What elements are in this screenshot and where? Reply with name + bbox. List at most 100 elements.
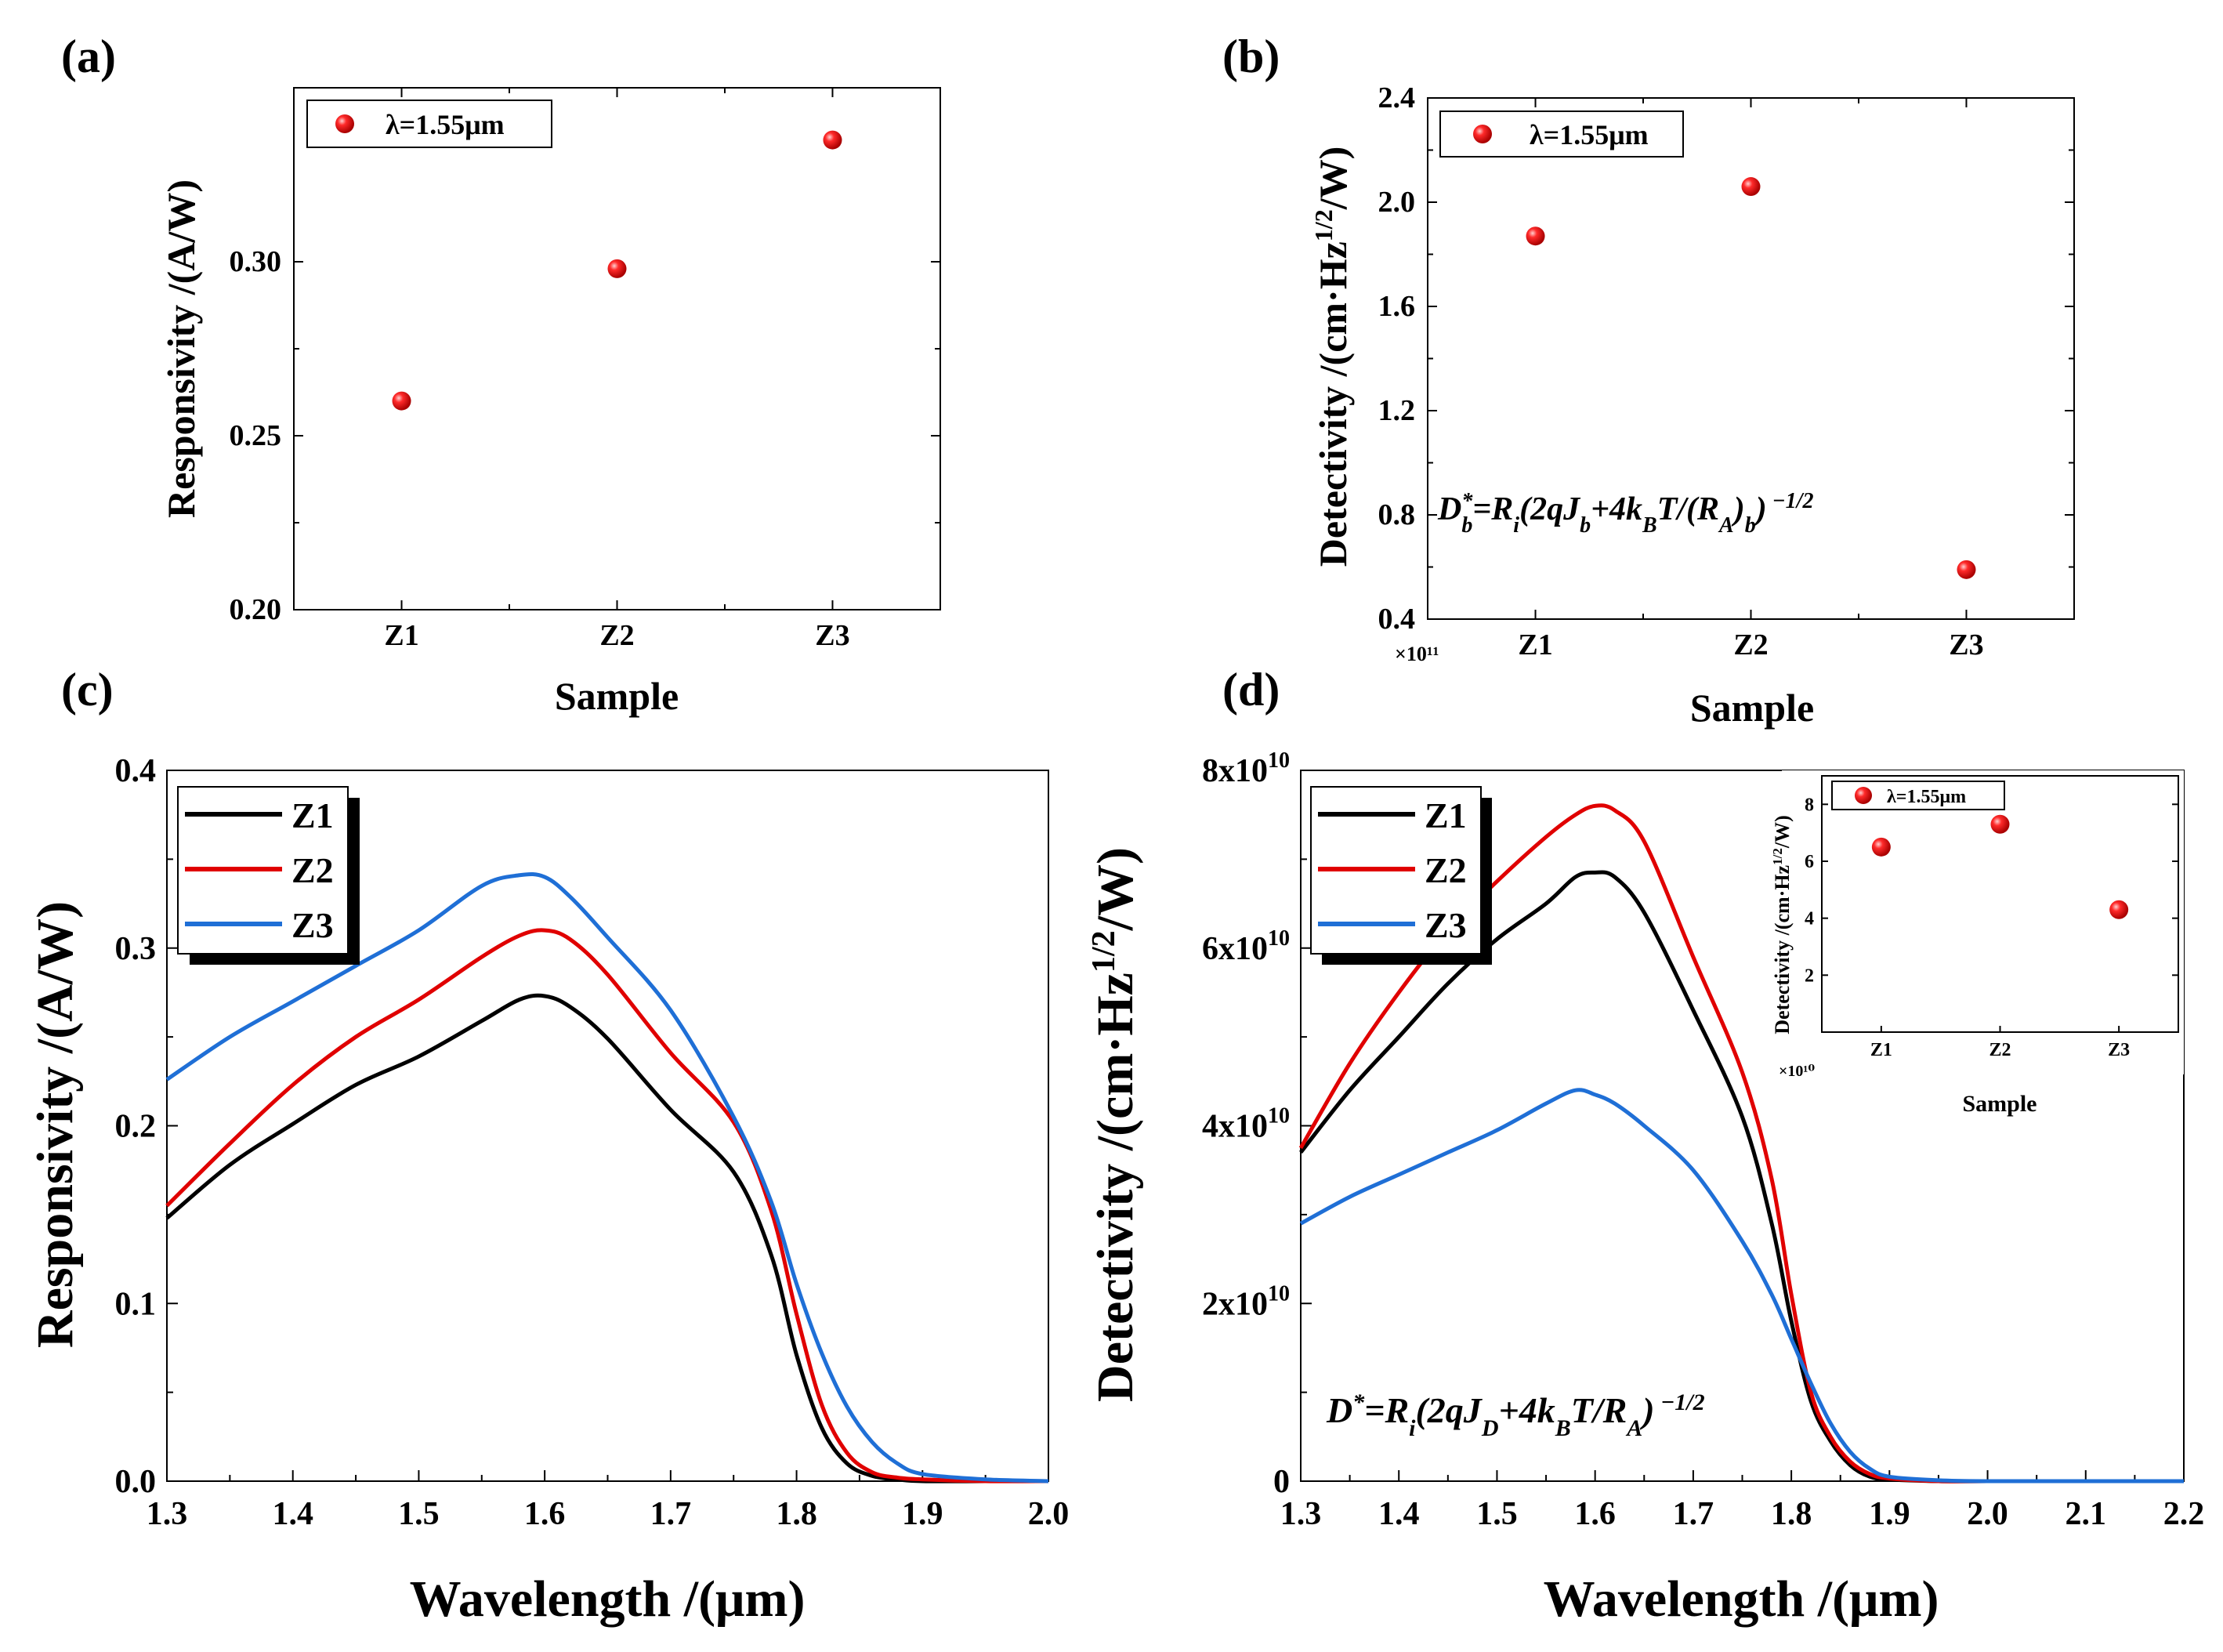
panel-d-xtick-label: 1.3 <box>1280 1496 1322 1532</box>
panel-a-xtick-label: Z3 <box>815 619 849 652</box>
panel-d-xtick-label: 2.2 <box>2163 1496 2205 1532</box>
panel-d-ylabel: Detectivity /(cm·Hz1/2/W) <box>1086 847 1144 1402</box>
panel-d-ytick-label: 0 <box>1273 1464 1290 1500</box>
panel-a-ytick-label: 0.25 <box>230 419 282 452</box>
panel-d-ytick-label: 6x1010 <box>1202 926 1290 967</box>
panel-d-inset-point-z1 <box>1871 837 1891 857</box>
panel-b-point-z1 <box>1526 226 1545 246</box>
panel-d: (d) 1.3 1.4 1.5 1.6 1.7 1.8 1.9 2.0 2.1 2.2 0 2x101… <box>1086 664 2204 1628</box>
panel-c-xtick-label: 1.7 <box>650 1496 692 1532</box>
panel-b-ylabel: Detectivity /(cm·Hz1/2/W) <box>1309 147 1355 567</box>
panel-c-xtick-label: 1.5 <box>398 1496 440 1532</box>
panel-d-line-z3 <box>1299 1088 2184 1484</box>
panel-d-ytick-label: 8x1010 <box>1202 748 1290 789</box>
panel-d-xtick-label: 1.9 <box>1869 1496 1910 1532</box>
panel-a-point-z1 <box>392 391 411 411</box>
panel-a-point-z2 <box>607 259 627 278</box>
panel-b-xtick-label: Z2 <box>1733 629 1768 661</box>
panel-b-legend: λ=1.55μm <box>1439 110 1684 158</box>
panel-d-inset-ytick-label: 2 <box>1805 965 1814 986</box>
panel-a-label: (a) <box>61 31 116 82</box>
panel-b-ytick-label: 0.8 <box>1378 498 1416 531</box>
panel-b-ytick-label: 1.2 <box>1378 394 1416 427</box>
panel-c-xtick-label: 1.4 <box>272 1496 313 1532</box>
panel-c-xtick-label: 1.6 <box>524 1496 566 1532</box>
panel-d-inset-legend-marker <box>1855 787 1872 804</box>
panel-a-ytick-label: 0.30 <box>230 245 282 278</box>
panel-a: (a) 0.20 0.25 0.30 Z1 Z2 Z3 Responsivity /(A/… <box>61 31 941 718</box>
panel-b-label: (b) <box>1222 31 1280 82</box>
panel-d-label: (d) <box>1222 664 1280 716</box>
panel-b-point-z3 <box>1957 560 1976 579</box>
panel-c: (c) 1.3 1.4 1.5 1.6 1.7 1.8 1.9 2.0 0.0 0.1 0.2 0.3… <box>27 664 1069 1628</box>
panel-c-line-z2 <box>165 928 1049 1484</box>
panel-d-xtick-label: 2.1 <box>2066 1496 2107 1532</box>
panel-d-xtick-label: 1.6 <box>1574 1496 1616 1532</box>
panel-b-plot-frame <box>1427 97 2075 620</box>
panel-d-inset-xlabel: Sample <box>1962 1091 2037 1117</box>
panel-d-legend-z1: Z1 <box>1425 795 1467 835</box>
panel-a-legend: λ=1.55μm <box>306 100 552 148</box>
panel-a-legend-marker <box>335 114 354 133</box>
panel-c-ytick-label: 0.1 <box>115 1286 157 1322</box>
panel-a-xtick-label: Z1 <box>384 619 418 652</box>
panel-d-xtick-label: 1.8 <box>1771 1496 1812 1532</box>
panel-c-xtick-label: 1.9 <box>902 1496 943 1532</box>
panel-c-legend-z1: Z1 <box>291 795 334 835</box>
panel-a-xtick-label: Z2 <box>599 619 634 652</box>
panel-d-xlabel: Wavelength /(μm) <box>1544 1570 1939 1628</box>
panel-b-xtick-label: Z3 <box>1949 629 1983 661</box>
panel-b-xtick-label: Z1 <box>1518 629 1552 661</box>
panel-d-xtick-label: 1.5 <box>1476 1496 1518 1532</box>
panel-d-legend: Z1 Z2 Z3 <box>1310 786 1492 965</box>
panel-b-ytick-label: 2.4 <box>1378 82 1416 114</box>
panel-d-inset-xtick-label: Z3 <box>2108 1040 2130 1060</box>
panel-d-inset-point-z3 <box>2109 900 2129 919</box>
panel-c-line-z3 <box>165 871 1049 1484</box>
panel-c-ytick-label: 0.3 <box>115 931 157 967</box>
panel-c-legend-z2: Z2 <box>291 850 334 890</box>
panel-d-xtick-label: 1.4 <box>1378 1496 1420 1532</box>
panel-a-legend-label: λ=1.55μm <box>386 109 505 140</box>
panel-c-line-z1 <box>165 993 1048 1484</box>
panel-c-ytick-label: 0.4 <box>115 753 157 789</box>
panel-c-xtick-label: 2.0 <box>1028 1496 1070 1532</box>
panel-c-label: (c) <box>61 664 114 716</box>
panel-a-point-z3 <box>823 130 842 150</box>
panel-d-legend-z3: Z3 <box>1425 905 1467 945</box>
panel-b-point-z2 <box>1741 177 1761 197</box>
panel-d-inset-legend-label: λ=1.55μm <box>1887 787 1966 807</box>
panel-d-xtick-label: 2.0 <box>1967 1496 2008 1532</box>
panel-c-ytick-label: 0.0 <box>115 1464 157 1500</box>
panel-d-inset-ytick-label: 4 <box>1805 909 1814 929</box>
panel-d-inset-ylabel: Detectivity /(cm·Hz1/2/W) <box>1770 815 1794 1034</box>
panel-d-inset-legend: λ=1.55μm <box>1831 781 2005 810</box>
panel-d-inset: 2 4 6 8 Z1 Z2 Z3 Detectivity /(cm·Hz1/2/W) Sam… <box>1770 770 2184 1117</box>
panel-c-legend-z3: Z3 <box>291 905 334 945</box>
panel-d-equation: D*=Ri(2qJD+4kBT/RA) −1/2 <box>1326 1389 1705 1441</box>
panel-d-inset-frame <box>1782 770 2184 1074</box>
panel-d-inset-xtick-label: Z2 <box>1989 1040 2011 1060</box>
panel-b: (b) 0.4 0.8 1.2 1.6 2.0 2.4 Z1 Z2 Z3 Detectivity… <box>1222 31 2075 730</box>
panel-a-xlabel: Sample <box>555 674 679 718</box>
panel-b-ytick-label: 1.6 <box>1378 290 1416 323</box>
panel-a-ytick-label: 0.20 <box>230 593 282 626</box>
panel-a-plot-frame <box>293 87 941 610</box>
panel-d-inset-point-z2 <box>1990 814 2010 834</box>
panel-c-legend: Z1 Z2 Z3 <box>177 786 360 965</box>
panel-b-equation: Db*=Ri(2qJb+4kBT/(RA)b) −1/2 <box>1437 489 1813 538</box>
panel-d-xtick-label: 1.7 <box>1673 1496 1714 1532</box>
panel-d-legend-z2: Z2 <box>1425 850 1467 890</box>
panel-c-xtick-label: 1.8 <box>776 1496 817 1532</box>
panel-d-inset-ytick-label: 6 <box>1805 852 1814 872</box>
panel-b-ytick-label: 2.0 <box>1378 186 1416 219</box>
panel-d-ytick-label: 2x1010 <box>1202 1281 1290 1322</box>
panel-b-legend-marker <box>1473 125 1492 143</box>
panel-c-ylabel: Responsivity /(A/W) <box>27 901 84 1348</box>
panel-b-multiplier: ×10¹¹ <box>1395 643 1439 665</box>
panel-b-xlabel: Sample <box>1690 686 1814 730</box>
panel-b-ytick-label: 0.4 <box>1378 603 1416 636</box>
panel-d-inset-multiplier: ×10¹⁰ <box>1779 1063 1815 1080</box>
panel-d-inset-xtick-label: Z1 <box>1870 1040 1892 1060</box>
